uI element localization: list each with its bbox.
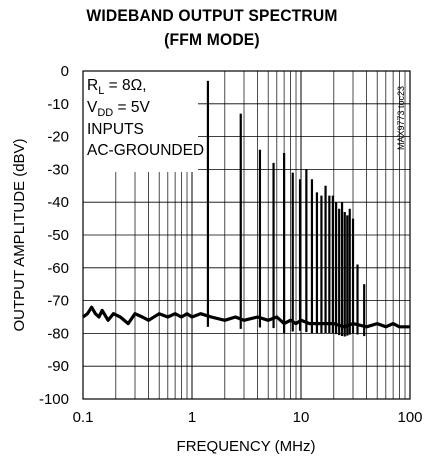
x-tick-label: 10 — [293, 409, 310, 426]
y-tick-label: -40 — [47, 194, 69, 211]
annotation-rl: RL = 8Ω, — [87, 77, 147, 97]
y-tick-label: -70 — [47, 293, 69, 310]
traces — [82, 80, 410, 337]
y-tick-label: 0 — [61, 63, 69, 80]
y-axis-label: OUTPUT AMPLITUDE (dBV) — [11, 138, 28, 331]
chart-subtitle: (FFM MODE) — [164, 30, 260, 49]
x-axis-label: FREQUENCY (MHz) — [177, 438, 316, 455]
y-tick-label: -60 — [47, 260, 69, 277]
y-tick-label: -80 — [47, 325, 69, 342]
annotation-box — [83, 71, 198, 172]
chart-title: WIDEBAND OUTPUT SPECTRUM — [86, 6, 338, 25]
x-tick-label: 1 — [188, 409, 196, 426]
y-tick-label: -100 — [39, 391, 69, 408]
annotation-vdd: VDD = 5V — [87, 99, 151, 119]
y-tick-label: -20 — [47, 129, 69, 146]
annotation-inputs: INPUTS — [87, 121, 144, 138]
y-tick-label: -30 — [47, 161, 69, 178]
x-tick-label: 100 — [397, 409, 422, 426]
y-tick-label: -90 — [47, 358, 69, 375]
x-tick-label: 0.1 — [73, 409, 94, 426]
annotation-ac-grounded: AC-GROUNDED — [87, 142, 204, 159]
figure-id: MAX9773 toc23 — [396, 86, 406, 150]
plot-frame — [82, 70, 411, 400]
noise-floor-trace — [82, 305, 410, 329]
y-tick-label: -50 — [47, 227, 69, 244]
y-tick-label: -10 — [47, 96, 69, 113]
